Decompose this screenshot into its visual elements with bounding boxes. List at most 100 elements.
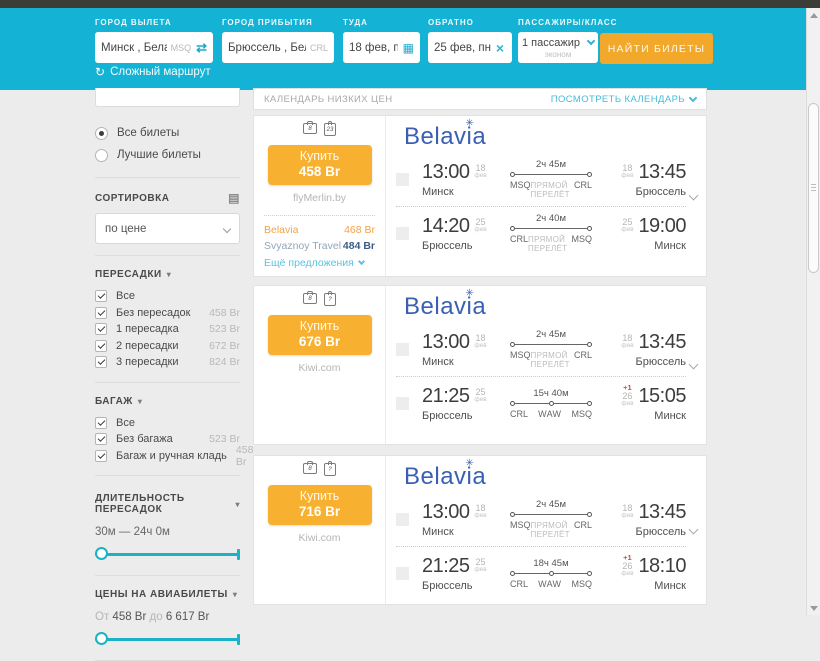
clipped-widget [95,88,240,107]
airline-logo-placeholder [396,566,409,580]
expand-card-chevron-icon[interactable] [688,190,699,201]
filter-one-transfer[interactable]: 1 пересадка 523 Br [95,321,240,338]
slider-track [95,638,240,641]
arrival-city: Брюссель [635,355,687,368]
slider-handle[interactable] [95,632,108,645]
departure-date: 18 фев [474,503,487,520]
caret-down-icon: ▾ [232,590,238,599]
direct-flight-label: ПРЯМОЙ ПЕРЕЛЁТ [528,235,568,253]
checkbox[interactable] [95,339,107,352]
transfer-duration-heading[interactable]: ДЛИТЕЛЬНОСТЬ ПЕРЕСАДОК ▾ [95,493,240,515]
chevron-down-icon [357,257,365,266]
radio-all-tickets[interactable]: Все билеты [95,122,240,144]
departure-date: 25 фев [474,387,487,404]
flight-duration: 2ч 45м [536,329,566,340]
to-airport-code: MSQ [571,234,592,244]
card-purchase-panel: 8 23 Купить 458 Br flyMerlin.by Belavia 4… [254,116,386,276]
radio-icon[interactable] [95,148,108,162]
checkbox[interactable] [95,416,107,429]
buy-button[interactable]: Купить 676 Br [267,315,372,355]
checkbox[interactable] [95,306,107,319]
departure-city: Брюссель [422,239,473,252]
divider [95,575,240,576]
passengers-select[interactable]: 1 пассажир эконом [518,32,598,63]
transfer-duration-slider[interactable] [95,547,240,561]
slider-end[interactable] [237,549,240,560]
baggage-heading[interactable]: БАГАЖ ▾ [95,395,143,407]
expand-card-chevron-icon[interactable] [688,359,699,370]
to-city-input[interactable]: Брюссель , Бельг CRL [222,32,334,63]
checked-bag-icon: ? [324,291,336,306]
clear-date-icon[interactable]: × [495,39,505,56]
checkbox[interactable] [95,449,107,462]
departure-time: 13:00 [422,330,470,353]
buy-button[interactable]: Купить 458 Br [267,145,372,185]
arrival-time: 13:45 [638,500,686,523]
buy-price: 458 Br [298,164,341,180]
arrival-city: Минск [654,239,686,252]
results-column: КАЛЕНДАРЬ НИЗКИХ ЦЕН ПОСМОТРЕТЬ КАЛЕНДАР… [253,88,707,605]
depart-field-group: ТУДА 18 фев, пн ▦ [343,18,420,63]
radio-best-tickets[interactable]: Лучшие билеты [95,144,240,166]
from-airport-code: MSQ [510,180,531,190]
sort-dropdown[interactable]: по цене [95,213,240,244]
from-city-input[interactable]: Минск , Белару MSQ ⇄ [95,32,213,63]
flight-timeline: 15ч 40м CRL WAW MSQ [506,388,596,419]
filter-transfers-all[interactable]: Все [95,288,240,305]
logo-flower-icon: ✳ [465,118,475,129]
checkbox[interactable] [95,290,107,303]
flight-card: 8 ? Купить 676 Br Kiwi.com Belavia ✳ 13:0… [253,285,707,445]
arrival-time: 13:45 [638,330,686,353]
checkbox[interactable] [95,323,107,336]
arrival-city: Минск [654,579,686,592]
scroll-up-arrow[interactable] [807,8,820,22]
sort-view-icon[interactable]: ▤ [228,191,240,205]
filter-no-transfers[interactable]: Без пересадок 458 Br [95,305,240,322]
checkbox[interactable] [95,433,107,446]
airline-logo-placeholder [396,512,409,526]
calendar-icon[interactable]: ▦ [402,40,414,55]
offer-row[interactable]: Svyaznoy Travel 484 Br [264,240,375,252]
prices-heading[interactable]: ЦЕНЫ НА АВИАБИЛЕТЫ ▾ [95,589,238,600]
filter-baggage-and-cabin[interactable]: Багаж и ручная кладь 458 Br [95,444,253,468]
next-day-badge: +1 [623,553,632,563]
cabin-bag-icon: 8 [303,121,317,134]
filter-two-transfers[interactable]: 2 пересадки 672 Br [95,338,240,355]
return-date-input[interactable]: 25 фев, пн × [428,32,512,63]
calendar-bar-title: КАЛЕНДАРЬ НИЗКИХ ЦЕН [264,93,393,105]
arrival-time: 13:45 [638,160,686,183]
radio-icon[interactable] [95,126,108,140]
checkbox[interactable] [95,356,107,369]
departure-city: Минск [422,525,454,538]
filter-baggage-all[interactable]: Все [95,415,240,432]
filter-three-transfers[interactable]: 3 пересадки 824 Br [95,354,240,371]
complex-route-link[interactable]: ↻ Сложный маршрут [95,65,211,79]
departure-time: 13:00 [422,160,470,183]
vertical-scrollbar[interactable] [806,8,820,615]
swap-cities-icon[interactable]: ⇄ [196,39,207,55]
return-field-group: ОБРАТНО 25 фев, пн × [428,18,512,63]
slider-end[interactable] [237,634,240,645]
price-slider[interactable] [95,632,240,646]
scroll-down-arrow[interactable] [807,601,820,615]
airline-logo-placeholder [396,342,409,356]
transfers-filter: Все Без пересадок 458 Br 1 пересадка 523… [95,288,240,371]
buy-button[interactable]: Купить 716 Br [267,485,372,525]
slider-handle[interactable] [95,547,108,560]
flight-duration: 2ч 45м [536,159,566,170]
filter-no-baggage[interactable]: Без багажа 523 Br [95,431,240,448]
offer-row[interactable]: Belavia 468 Br [264,224,375,236]
flight-timeline: 2ч 40м CRL ПРЯМОЙ ПЕРЕЛЁТ MSQ [506,213,596,253]
from-airport-code: CRL [510,408,529,419]
expand-card-chevron-icon[interactable] [688,524,699,535]
return-label: ОБРАТНО [428,18,474,27]
more-offers-link[interactable]: Ещё предложения [264,257,375,269]
depart-date-input[interactable]: 18 фев, пн ▦ [343,32,420,63]
departure-city: Минск [422,355,454,368]
arrival-time: 15:05 [638,384,686,407]
transfers-heading[interactable]: ПЕРЕСАДКИ ▾ [95,269,172,280]
browser-top-strip [0,0,820,8]
scrollbar-thumb[interactable] [808,103,819,273]
find-tickets-button[interactable]: НАЙТИ БИЛЕТЫ [600,33,713,64]
view-calendar-link[interactable]: ПОСМОТРЕТЬ КАЛЕНДАРЬ [551,93,698,105]
